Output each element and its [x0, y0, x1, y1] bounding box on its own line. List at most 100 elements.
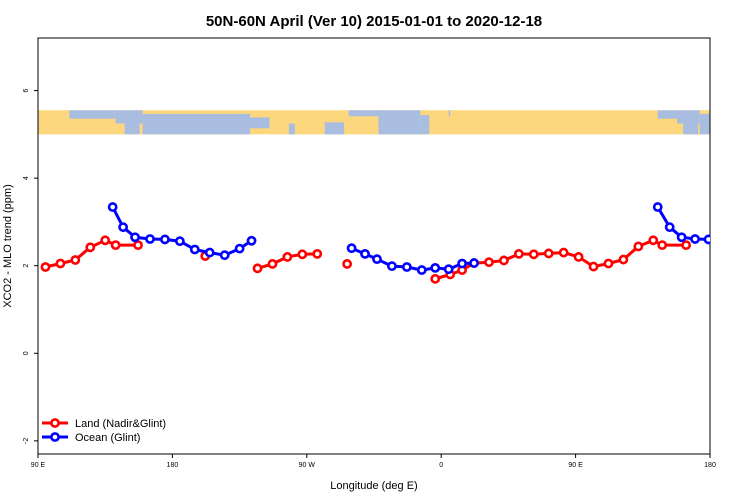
map-ocean-area	[115, 110, 143, 124]
data-point	[312, 248, 323, 259]
map-ocean-area	[69, 110, 116, 119]
data-point	[219, 250, 230, 261]
data-point	[297, 249, 308, 260]
data-point	[246, 235, 257, 246]
map-ocean-area	[351, 110, 382, 117]
data-point	[55, 258, 66, 269]
x-tick-label: 180	[167, 462, 179, 469]
series-line	[351, 246, 475, 272]
series	[107, 202, 710, 275]
data-point	[588, 261, 599, 272]
data-point	[342, 259, 353, 269]
data-point	[234, 243, 245, 254]
data-point	[267, 259, 278, 269]
data-point	[118, 222, 129, 233]
data-point	[443, 264, 454, 275]
map-ocean-area	[420, 115, 430, 135]
data-point	[652, 202, 663, 212]
data-point	[133, 240, 143, 251]
data-point	[145, 234, 155, 244]
data-point	[160, 234, 170, 245]
legend-swatch-marker	[50, 418, 60, 428]
data-point	[346, 243, 357, 254]
data-point	[430, 273, 441, 284]
x-tick-label: 90 W	[299, 462, 316, 469]
map-ocean-area	[288, 123, 295, 135]
data-point	[416, 265, 427, 275]
y-tick-label: 0	[23, 351, 30, 355]
y-tick-label: 6	[23, 89, 30, 93]
y-tick-label: -2	[23, 438, 30, 444]
series-layer	[40, 202, 710, 284]
legend-label: Land (Nadir&Glint)	[75, 418, 166, 430]
map-ocean-area	[124, 123, 140, 135]
legend-item: Ocean (Glint)	[42, 432, 140, 444]
map-ocean-area	[657, 110, 678, 119]
legend-swatch-marker	[50, 432, 60, 442]
data-point	[573, 252, 584, 262]
y-axis: -2 0 2 4 6	[23, 89, 38, 444]
x-tick-label: 180	[704, 462, 716, 469]
legend-label: Ocean (Glint)	[75, 432, 140, 444]
map-ocean-area	[142, 113, 251, 135]
data-point	[110, 240, 121, 251]
x-axis: 90 E 180 90 W 0 90 E 180	[31, 454, 716, 469]
data-point	[372, 254, 382, 265]
data-point	[469, 258, 479, 268]
legend-item: Land (Nadir&Glint)	[42, 418, 166, 430]
y-tick-label: 2	[23, 264, 30, 268]
map-ocean-area	[677, 110, 700, 124]
data-point	[676, 232, 687, 243]
data-point	[633, 241, 644, 252]
map-ocean-area	[448, 110, 451, 117]
x-tick-label: 90 E	[31, 462, 46, 469]
map-ocean-area	[324, 122, 345, 135]
data-point	[360, 248, 370, 259]
data-point	[499, 255, 509, 266]
data-point	[558, 247, 569, 258]
data-point	[703, 234, 710, 245]
y-tick-label: 4	[23, 176, 30, 180]
data-point	[681, 240, 692, 251]
plot-frame	[37, 37, 711, 455]
world-map-band	[38, 110, 710, 135]
map-ocean-area	[683, 123, 699, 135]
data-point	[528, 249, 539, 260]
data-point	[70, 255, 81, 265]
data-point	[484, 257, 494, 268]
data-point	[664, 222, 675, 233]
data-point	[252, 263, 263, 274]
data-point	[40, 262, 51, 272]
data-point	[282, 252, 293, 262]
data-point	[401, 262, 412, 272]
data-point	[189, 244, 200, 255]
x-tick-label: 90 E	[568, 462, 583, 469]
chart-title: 50N-60N April (Ver 10) 2015-01-01 to 202…	[206, 13, 542, 30]
data-point	[85, 242, 96, 253]
data-point	[690, 234, 700, 244]
data-point	[657, 240, 668, 251]
data-point	[543, 248, 554, 259]
data-point	[648, 235, 659, 246]
y-axis-label: XCO2 - MLO trend (ppm)	[2, 184, 14, 307]
data-point	[430, 262, 441, 273]
x-axis-label: Longitude (deg E)	[330, 480, 417, 492]
data-point	[204, 247, 215, 258]
data-point	[618, 254, 629, 265]
map-ocean-area	[699, 113, 710, 135]
map-ocean-area	[378, 110, 421, 135]
series-line	[111, 206, 253, 257]
series	[40, 235, 692, 284]
data-point	[513, 248, 524, 259]
data-point	[174, 236, 185, 247]
data-point	[130, 232, 140, 243]
x-tick-label: 0	[439, 462, 443, 469]
data-point	[457, 258, 468, 269]
data-point	[387, 261, 397, 272]
data-point	[603, 258, 614, 269]
legend: Land (Nadir&Glint) Ocean (Glint)	[42, 418, 166, 444]
map-ocean-area	[250, 117, 270, 129]
data-point	[100, 235, 111, 246]
data-point	[107, 202, 118, 212]
